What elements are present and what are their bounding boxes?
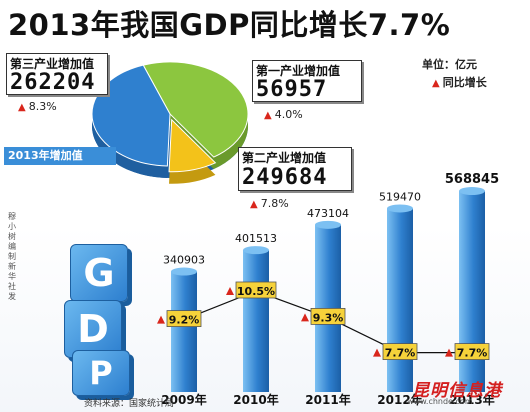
growth-label-box xyxy=(454,343,490,361)
category-label: 2010年 xyxy=(233,392,278,407)
growth-up-triangle-icon xyxy=(373,348,381,357)
growth-up-triangle-icon xyxy=(226,287,234,295)
growth-up-triangle-icon: ▲ xyxy=(250,199,258,210)
bar-top xyxy=(243,246,269,255)
growth-primary-value: 4.0% xyxy=(274,108,303,121)
label-primary: 第一产业增加值 56957 xyxy=(252,60,362,102)
growth-secondary-value: 7.8% xyxy=(260,197,289,210)
gdp-letter-block: P xyxy=(72,350,130,396)
label-secondary-value: 249684 xyxy=(242,165,328,190)
legend-growth: ▲ 同比增长 xyxy=(432,74,487,90)
pie-slice xyxy=(91,64,171,167)
growth-label-box xyxy=(235,281,277,299)
growth-label-box xyxy=(382,343,418,361)
category-label: 2012年 xyxy=(377,392,422,407)
growth-tertiary: ▲ 8.3% xyxy=(18,100,57,113)
growth-label: 7.7% xyxy=(385,347,416,360)
side-credit: 穆小树编制 新华社发 xyxy=(8,212,16,301)
pie-slice xyxy=(142,61,249,158)
legend-triangle-icon: ▲ xyxy=(432,78,440,89)
gdp-letter-block: G xyxy=(70,244,128,302)
category-label: 2013年 xyxy=(449,392,494,407)
growth-up-triangle-icon: ▲ xyxy=(264,110,272,121)
bar-top xyxy=(459,187,485,196)
growth-up-triangle-icon xyxy=(157,315,165,324)
pie-band-label: 2013年增加值 xyxy=(4,147,116,165)
bar xyxy=(459,191,485,392)
bar-value-label: 568845 xyxy=(445,172,499,187)
category-label: 2011年 xyxy=(305,392,350,407)
label-primary-title: 第一产业增加值 xyxy=(256,64,341,78)
label-tertiary: 第三产业增加值 262204 xyxy=(6,53,108,95)
growth-up-triangle-icon xyxy=(445,348,453,357)
growth-secondary: ▲ 7.8% xyxy=(250,197,289,210)
bar-value-label: 401513 xyxy=(235,232,277,245)
bar xyxy=(171,271,197,392)
growth-primary: ▲ 4.0% xyxy=(264,108,303,121)
category-label: 2009年 xyxy=(161,392,206,407)
watermark-url: www.chnde.com xyxy=(407,397,473,406)
watermark-logo: 昆明信息港 xyxy=(412,381,502,401)
gdp-letter-block: D xyxy=(64,300,122,358)
label-primary-value: 56957 xyxy=(256,77,328,102)
bar-value-label: 519470 xyxy=(379,190,421,203)
bar-value-label: 473104 xyxy=(307,207,349,220)
label-tertiary-value: 262204 xyxy=(10,70,96,95)
growth-label: 9.3% xyxy=(313,311,344,324)
page-title: 2013年我国GDP同比增长7.7% xyxy=(8,8,451,42)
growth-label-box xyxy=(166,310,202,328)
bar-top xyxy=(315,220,341,229)
growth-tertiary-value: 8.3% xyxy=(28,100,57,113)
bar xyxy=(387,208,413,392)
label-secondary-title: 第二产业增加值 xyxy=(242,151,327,165)
source-note: 资料来源：国家统计局 xyxy=(84,399,175,409)
legend-growth-label: 同比增长 xyxy=(442,76,487,89)
growth-label-box xyxy=(310,307,346,325)
growth-up-triangle-icon xyxy=(301,313,309,322)
growth-label: 10.5% xyxy=(237,285,275,298)
label-tertiary-title: 第三产业增加值 xyxy=(10,57,95,71)
unit-label: 单位：亿元 xyxy=(422,58,477,71)
bar-value-label: 340903 xyxy=(163,254,205,267)
pie-slice xyxy=(168,118,217,173)
bar xyxy=(243,250,269,392)
growth-label: 7.7% xyxy=(457,347,488,360)
bar-top xyxy=(387,204,413,213)
label-secondary: 第二产业增加值 249684 xyxy=(238,147,352,191)
growth-up-triangle-icon: ▲ xyxy=(18,102,26,113)
growth-label: 9.2% xyxy=(169,314,200,327)
bar-top xyxy=(171,267,197,276)
